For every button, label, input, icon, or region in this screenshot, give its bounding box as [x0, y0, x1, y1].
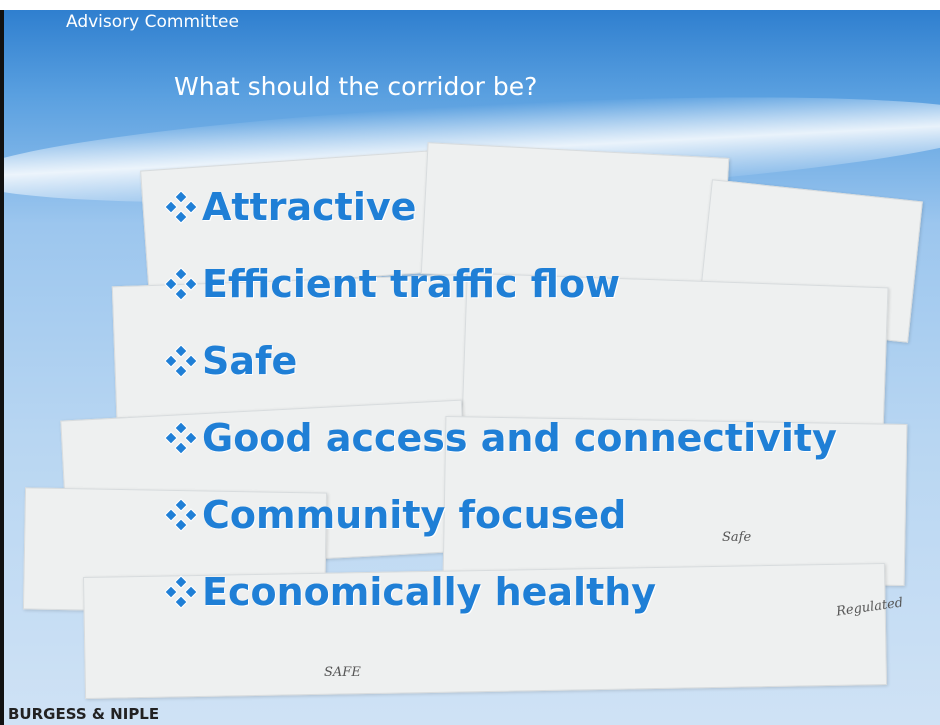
- bullet-icon: [164, 190, 198, 224]
- bullet-item: Safe: [164, 322, 837, 399]
- page: Safe Regulated SAFE Advisory Committee W…: [0, 0, 940, 725]
- bullet-item: Good access and connectivity: [164, 399, 837, 476]
- bullet-icon: [164, 421, 198, 455]
- slide: Safe Regulated SAFE Advisory Committee W…: [0, 10, 940, 725]
- note: SAFE: [324, 665, 361, 680]
- bullet-text: Community focused: [202, 493, 626, 537]
- slide-title: What should the corridor be?: [174, 72, 537, 101]
- bullet-item: Efficient traffic flow: [164, 245, 837, 322]
- bullet-text: Efficient traffic flow: [202, 262, 620, 306]
- bullet-icon: [164, 267, 198, 301]
- bullet-icon: [164, 575, 198, 609]
- bullet-icon: [164, 344, 198, 378]
- bullet-text: Safe: [202, 339, 297, 383]
- bullet-text: Good access and connectivity: [202, 416, 837, 460]
- bullet-item: Attractive: [164, 168, 837, 245]
- footer-company: BURGESS & NIPLE: [8, 705, 159, 723]
- bullet-item: Community focused: [164, 476, 837, 553]
- bullet-text: Economically healthy: [202, 570, 656, 614]
- bullet-item: Economically healthy: [164, 553, 837, 630]
- bullet-icon: [164, 498, 198, 532]
- section-label: Advisory Committee: [66, 12, 239, 32]
- bullet-list: Attractive Efficient traffic flow Safe Good…: [164, 168, 837, 630]
- bullet-text: Attractive: [202, 185, 416, 229]
